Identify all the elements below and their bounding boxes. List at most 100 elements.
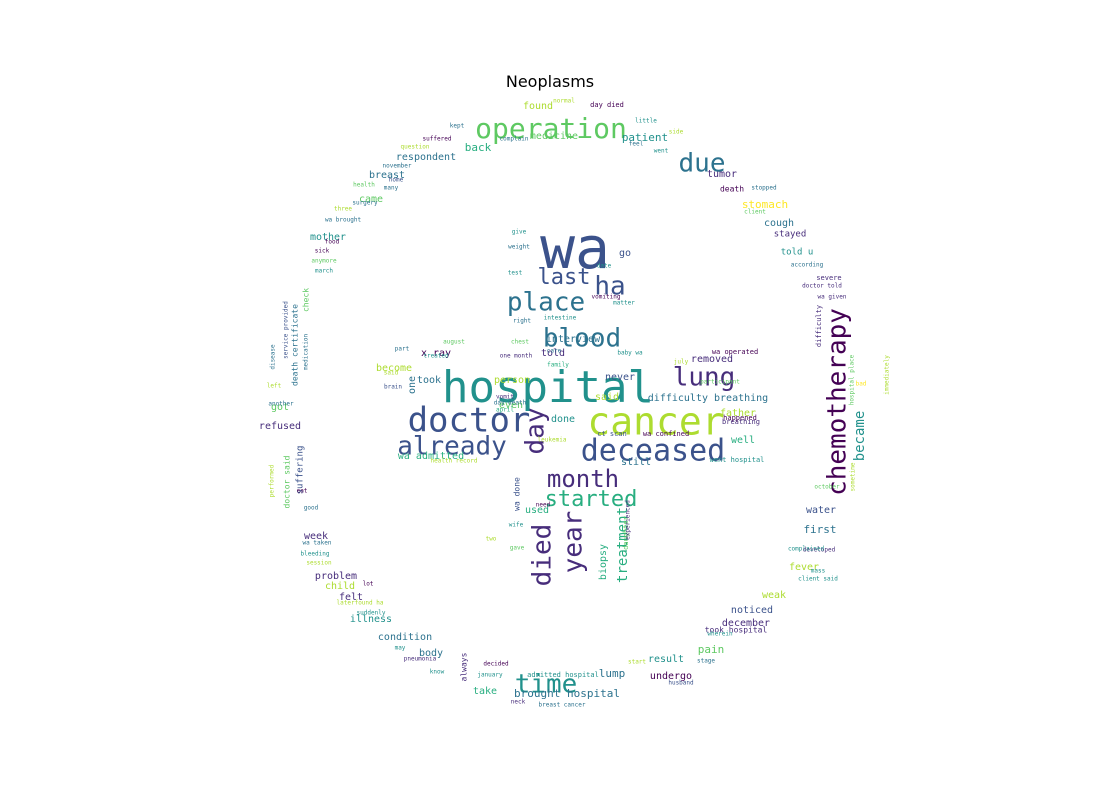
word-march: march	[315, 268, 333, 275]
word-removed: removed	[691, 354, 733, 365]
word-doctor-said: doctor said	[283, 455, 292, 508]
word-check: check	[302, 288, 311, 312]
word-mother: mother	[310, 232, 346, 243]
word-took-hospital: took hospital	[705, 626, 768, 635]
word-april: april	[496, 407, 514, 414]
word-care: care	[547, 348, 562, 355]
chart-title: Neoplasms	[505, 72, 595, 91]
word-never: never	[605, 372, 635, 383]
word-three: three	[334, 206, 352, 213]
word-felt: felt	[339, 592, 363, 603]
word-said: said	[384, 370, 399, 377]
word-august: august	[443, 339, 465, 346]
word-wa-brought: wa brought	[325, 217, 362, 224]
word-became: became	[852, 411, 868, 462]
word-took: took	[417, 375, 441, 386]
word-need: need	[536, 502, 551, 509]
word-wa-taken: wa taken	[303, 540, 332, 547]
word-result: result	[648, 654, 684, 665]
word-december: december	[722, 618, 770, 629]
word-time: time	[515, 670, 578, 700]
word-good: good	[304, 505, 319, 512]
word-illness: illness	[350, 614, 392, 625]
word-done: done	[551, 414, 575, 425]
word-still: still	[621, 457, 651, 468]
word-well: well	[731, 435, 755, 446]
word-left: left	[267, 383, 282, 390]
word-date: date	[597, 263, 612, 270]
word-bleeding: bleeding	[301, 551, 330, 558]
word-stopped: stopped	[751, 185, 777, 192]
word-two: two	[486, 536, 497, 543]
word-immediately: immediately	[884, 355, 891, 395]
word-kept: kept	[450, 123, 465, 130]
word-part: part	[395, 346, 410, 353]
word-tumor: tumor	[707, 169, 737, 180]
word-went: went	[654, 148, 669, 155]
word-lump: lump	[599, 667, 626, 680]
word-question: question	[401, 144, 430, 151]
word-brought-hospital: brought hospital	[514, 687, 620, 700]
word-went-hospital: went hospital	[710, 456, 765, 464]
word-laterfound-ha: laterfound ha	[337, 600, 384, 607]
word-session: session	[306, 560, 332, 567]
word-weak: weak	[762, 590, 786, 601]
word-death-certificate: death certificate	[291, 304, 300, 386]
word-problem: problem	[315, 571, 357, 582]
word-disease: disease	[270, 344, 277, 370]
word-stayed: stayed	[774, 230, 807, 240]
word-ct-scan: ct scan	[597, 430, 627, 438]
word-bad: bad	[856, 381, 867, 388]
word-back: back	[465, 141, 492, 154]
word-baby-wa: baby wa	[617, 350, 643, 357]
word-condition: condition	[378, 632, 432, 643]
word-first: first	[803, 523, 836, 536]
word-started: started	[545, 487, 638, 512]
word-another: another	[268, 401, 294, 408]
word-water: water	[806, 505, 836, 516]
word-patient: patient	[622, 131, 668, 144]
word-husband: husband	[668, 680, 694, 687]
word-noticed: noticed	[731, 605, 773, 616]
word-operation: operation	[475, 112, 627, 145]
word-pain: pain	[698, 643, 725, 656]
word-wife: wife	[509, 522, 524, 529]
word-one-month: one month	[500, 353, 533, 360]
word-day-died: day died	[590, 101, 624, 109]
word-stage: stage	[697, 658, 715, 665]
word-breast: breast	[369, 170, 405, 181]
word-go: go	[619, 248, 631, 259]
word-many: many	[384, 185, 399, 192]
word-leukemia: leukemia	[538, 437, 567, 444]
word-take: take	[473, 686, 497, 697]
word-food: food	[325, 239, 340, 246]
word-wa-operated: wa operated	[712, 348, 758, 356]
word-medicine: medicine	[530, 131, 578, 142]
word-intestine: intestine	[544, 315, 577, 322]
word-hospital-place: hospital place	[849, 354, 856, 405]
word-normal: normal	[553, 98, 575, 105]
word-matter: matter	[613, 300, 635, 307]
word-january: january	[477, 672, 503, 679]
word-vomiting: vomiting	[592, 294, 621, 301]
word-home: home	[389, 177, 404, 184]
word-wa-confined: wa confined	[643, 430, 689, 438]
word-ha: ha	[594, 272, 625, 302]
word-day: day	[521, 408, 551, 455]
word-hospital: hospital	[442, 362, 654, 413]
word-suffering: suffering	[296, 446, 306, 495]
word-anymore: anymore	[311, 258, 337, 265]
word-doctor: doctor	[408, 401, 531, 441]
word-respondent: respondent	[396, 152, 456, 163]
word-already: already	[397, 432, 507, 462]
word-know: know	[430, 669, 445, 676]
word-neck: neck	[511, 699, 526, 706]
word-refused: refused	[259, 421, 301, 432]
word-complain: complain	[500, 136, 529, 143]
word-according: according	[791, 262, 824, 269]
word-little: little	[635, 118, 657, 125]
word-told-u: told u	[781, 248, 814, 258]
word-death: death	[720, 185, 744, 194]
word-cancer: cancer	[587, 400, 724, 444]
word-stomach: stomach	[742, 198, 788, 211]
